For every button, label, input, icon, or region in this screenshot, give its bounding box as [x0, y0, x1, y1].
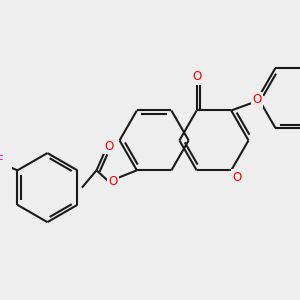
Text: O: O: [108, 175, 118, 188]
Text: O: O: [232, 170, 242, 184]
Text: O: O: [253, 93, 262, 106]
Text: O: O: [192, 70, 201, 83]
Text: O: O: [104, 140, 114, 153]
Text: F: F: [0, 154, 4, 167]
